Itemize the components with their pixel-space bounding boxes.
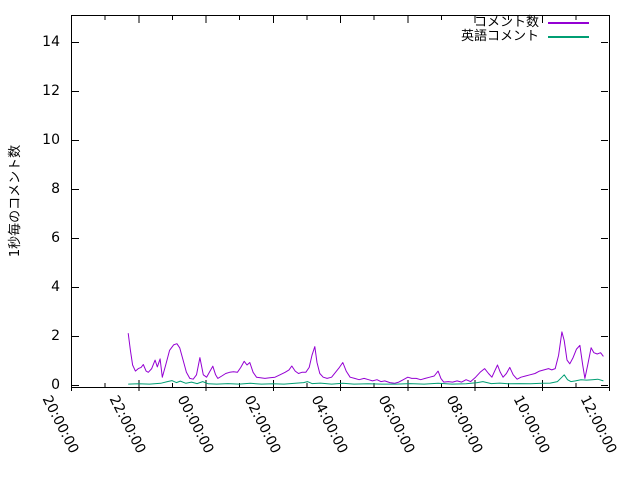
y-tick-label: 14 bbox=[42, 33, 60, 50]
legend-label-comments: コメント数 bbox=[473, 15, 539, 30]
plot-border bbox=[71, 15, 610, 388]
legend-item-english-comments: 英語コメント bbox=[379, 30, 589, 44]
y-tick-label: 12 bbox=[42, 82, 60, 99]
legend-item-comments: コメント数 bbox=[379, 16, 589, 30]
y-tick-label: 4 bbox=[51, 278, 60, 295]
comments-series-line bbox=[127, 331, 604, 384]
legend-line-sample-comments bbox=[548, 22, 589, 24]
y-tick-label: 10 bbox=[42, 131, 60, 148]
y-axis-title: 1秒毎のコメント数 bbox=[8, 144, 23, 258]
y-tick-label: 2 bbox=[51, 327, 60, 344]
y-tick-label: 8 bbox=[51, 180, 60, 197]
y-tick-label: 6 bbox=[51, 229, 60, 246]
english-comments-series-line bbox=[128, 374, 604, 385]
legend-label-english-comments: 英語コメント bbox=[460, 29, 539, 44]
legend-line-sample-english-comments bbox=[548, 36, 589, 38]
y-tick-label: 0 bbox=[51, 376, 60, 393]
legend: コメント数 英語コメント bbox=[379, 16, 589, 44]
